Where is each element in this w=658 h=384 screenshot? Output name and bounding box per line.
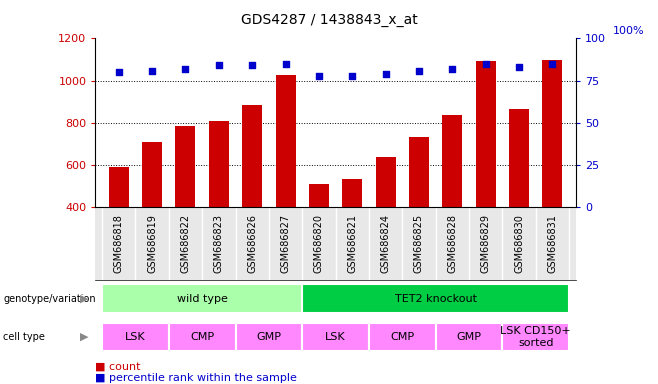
Bar [542,60,563,292]
Bar [442,116,463,292]
Text: GSM686826: GSM686826 [247,214,257,273]
Text: GMP: GMP [257,332,282,342]
Text: LSK: LSK [125,332,146,342]
Text: wild type: wild type [177,293,228,304]
Text: LSK CD150+
sorted: LSK CD150+ sorted [500,326,571,348]
Point [314,73,324,79]
Text: GSM686819: GSM686819 [147,214,157,273]
Point [113,69,124,75]
Point [214,62,224,68]
Point [480,61,491,67]
Text: GSM686828: GSM686828 [447,214,457,273]
Bar [309,184,329,292]
Text: CMP: CMP [190,332,215,342]
Text: 100%: 100% [613,26,644,36]
Bar [342,179,363,292]
Bar [209,121,229,292]
Text: TET2 knockout: TET2 knockout [395,293,476,304]
Bar [276,75,295,292]
Text: GSM686820: GSM686820 [314,214,324,273]
Bar [242,105,262,292]
Text: GSM686818: GSM686818 [114,214,124,273]
Point [547,61,558,67]
Text: cell type: cell type [3,332,45,342]
Text: GSM686822: GSM686822 [180,214,190,273]
Bar [176,126,195,292]
Point [147,68,157,74]
Point [247,62,257,68]
Point [180,66,191,72]
Text: GDS4287 / 1438843_x_at: GDS4287 / 1438843_x_at [241,13,417,27]
Text: GMP: GMP [457,332,482,342]
Text: GSM686830: GSM686830 [514,214,524,273]
Point [347,73,357,79]
Point [380,71,391,77]
Text: ▶: ▶ [80,332,89,342]
Text: genotype/variation: genotype/variation [3,293,96,304]
Text: GSM686825: GSM686825 [414,214,424,273]
Bar [409,137,429,292]
Bar [109,167,129,292]
Bar [142,142,162,292]
Text: CMP: CMP [390,332,415,342]
Point [280,61,291,67]
Bar [476,61,495,292]
Text: ■ percentile rank within the sample: ■ percentile rank within the sample [95,373,297,383]
Text: LSK: LSK [325,332,346,342]
Bar [376,157,395,292]
Text: GSM686821: GSM686821 [347,214,357,273]
Bar [509,109,529,292]
Text: GSM686827: GSM686827 [280,214,291,273]
Point [414,68,424,74]
Text: ■ count: ■ count [95,362,141,372]
Point [447,66,457,72]
Text: GSM686823: GSM686823 [214,214,224,273]
Point [514,64,524,70]
Text: ▶: ▶ [80,293,89,304]
Text: GSM686829: GSM686829 [481,214,491,273]
Text: GSM686824: GSM686824 [380,214,391,273]
Text: GSM686831: GSM686831 [547,214,557,273]
